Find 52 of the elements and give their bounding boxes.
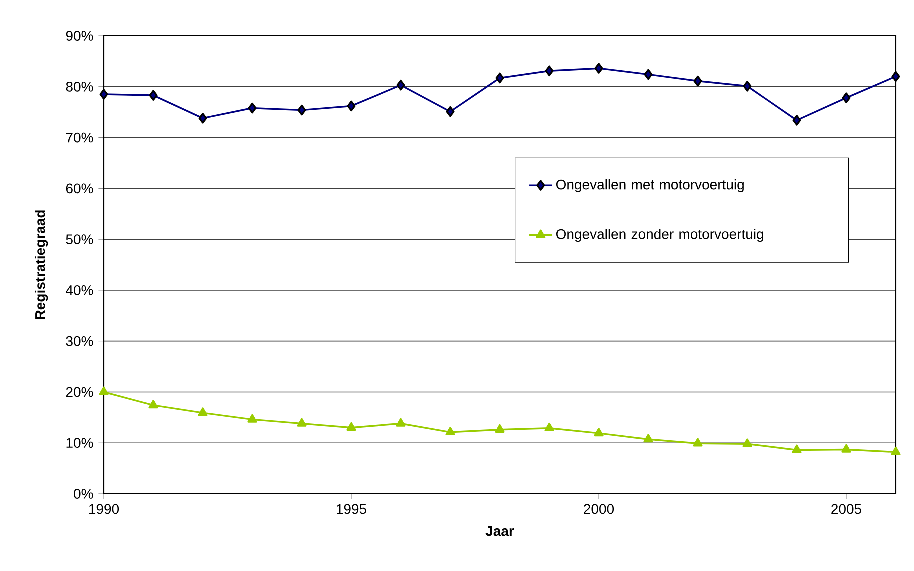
point <box>594 63 604 74</box>
point <box>99 386 109 396</box>
y-tick-label: 0% <box>74 489 94 499</box>
point <box>347 100 356 112</box>
point <box>198 408 208 416</box>
x-tick-label: 1995 <box>337 504 366 514</box>
y-tick-label: 70% <box>66 132 94 143</box>
x-tick-label: 2005 <box>832 504 862 514</box>
point <box>248 102 257 114</box>
point <box>148 400 158 409</box>
point <box>644 69 653 80</box>
point <box>248 414 258 423</box>
point <box>198 113 208 124</box>
y-tick-label: 40% <box>66 285 94 296</box>
point <box>396 80 406 91</box>
point <box>346 422 356 431</box>
point <box>792 115 802 126</box>
point <box>842 444 852 453</box>
y-tick-label: 20% <box>66 387 94 398</box>
y-tick-label: 60% <box>66 184 94 194</box>
point <box>496 72 504 84</box>
point <box>446 427 456 436</box>
point <box>892 71 900 82</box>
point <box>149 90 158 101</box>
y-tick-label: 30% <box>66 336 94 346</box>
y-axis-title: Registratiegraad <box>35 210 48 320</box>
y-tick-label: 90% <box>66 31 94 41</box>
point <box>297 418 307 427</box>
point <box>693 438 703 447</box>
point <box>594 428 604 437</box>
point <box>298 104 306 116</box>
point <box>842 92 851 104</box>
y-tick-label: 50% <box>66 234 94 245</box>
legend-label: Ongevallen met motorvoertuig <box>556 179 744 192</box>
point <box>545 66 554 77</box>
point <box>544 422 554 432</box>
point <box>446 106 455 118</box>
point <box>100 89 108 100</box>
point <box>495 424 505 434</box>
legend-label: Ongevallen zonder motorvoertuig <box>556 229 764 242</box>
x-axis-title: Jaar <box>486 526 514 536</box>
point <box>644 434 654 443</box>
y-tick-label: 10% <box>66 438 94 448</box>
point <box>742 438 752 448</box>
x-tick-label: 2000 <box>584 504 614 514</box>
x-tick-label: 1990 <box>90 504 120 514</box>
point <box>694 76 702 87</box>
point <box>792 444 802 454</box>
point <box>396 418 406 427</box>
y-tick-label: 80% <box>66 82 94 92</box>
point <box>743 80 752 92</box>
point <box>891 446 901 456</box>
